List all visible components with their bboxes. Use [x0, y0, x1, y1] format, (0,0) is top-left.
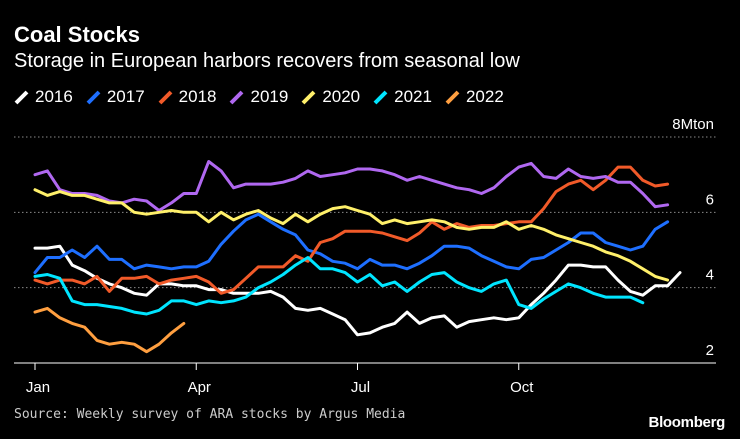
y-tick-label-8: 8Mton: [672, 116, 714, 133]
x-tick-label-apr: Apr: [188, 379, 211, 396]
series-line-2018: [35, 167, 668, 293]
y-tick-label-6: 6: [706, 191, 714, 208]
x-tick-label-jan: Jan: [26, 379, 50, 396]
x-tick-label-jul: Jul: [351, 379, 370, 396]
source-note: Source: Weekly survey of ARA stocks by A…: [14, 407, 405, 422]
y-tick-label-4: 4: [706, 267, 714, 284]
line-chart: 2 4 6 8Mton Jan Apr Jul Oct: [0, 0, 740, 439]
bloomberg-logo: Bloomberg: [649, 414, 725, 431]
series-line-2022: [35, 308, 184, 351]
series-line-2016: [35, 246, 680, 335]
x-tick-label-oct: Oct: [510, 379, 534, 396]
series-line-2019: [35, 162, 668, 211]
y-tick-label-2: 2: [706, 342, 714, 359]
